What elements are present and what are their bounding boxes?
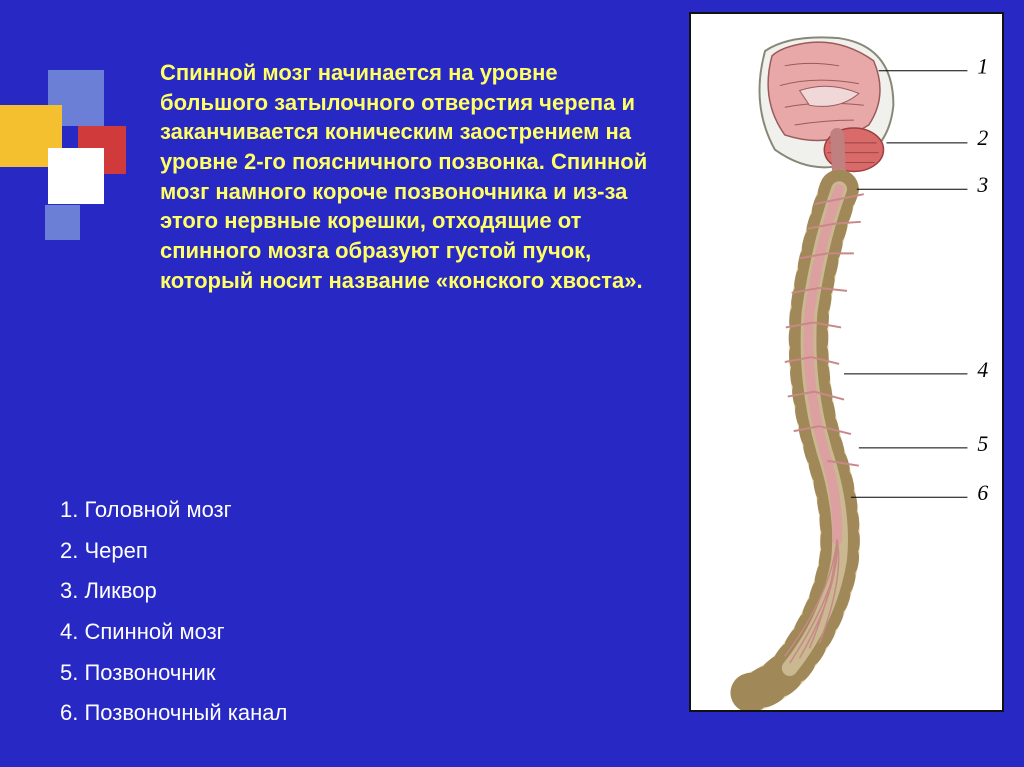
svg-text:5: 5 xyxy=(977,432,988,456)
svg-text:3: 3 xyxy=(976,173,988,197)
list-item: 3. Ликвор xyxy=(60,571,287,612)
spinal-cord-diagram: 1 2 3 4 5 6 xyxy=(691,14,1002,710)
deco-square xyxy=(48,148,104,204)
list-item: 1. Головной мозг xyxy=(60,490,287,531)
svg-text:2: 2 xyxy=(977,126,988,150)
svg-text:6: 6 xyxy=(977,481,988,505)
deco-square xyxy=(45,205,80,240)
list-item: 4. Спинной мозг xyxy=(60,612,287,653)
svg-text:4: 4 xyxy=(977,358,988,382)
corner-decoration xyxy=(0,70,140,250)
list-item: 2. Череп xyxy=(60,531,287,572)
legend-list: 1. Головной мозг 2. Череп 3. Ликвор 4. С… xyxy=(60,490,287,734)
list-item: 5. Позвоночник xyxy=(60,653,287,694)
main-paragraph: Спинной мозг начинается на уровне большо… xyxy=(160,58,660,296)
list-item: 6. Позвоночный канал xyxy=(60,693,287,734)
anatomy-figure: 1 2 3 4 5 6 xyxy=(689,12,1004,712)
svg-text:1: 1 xyxy=(977,55,988,79)
